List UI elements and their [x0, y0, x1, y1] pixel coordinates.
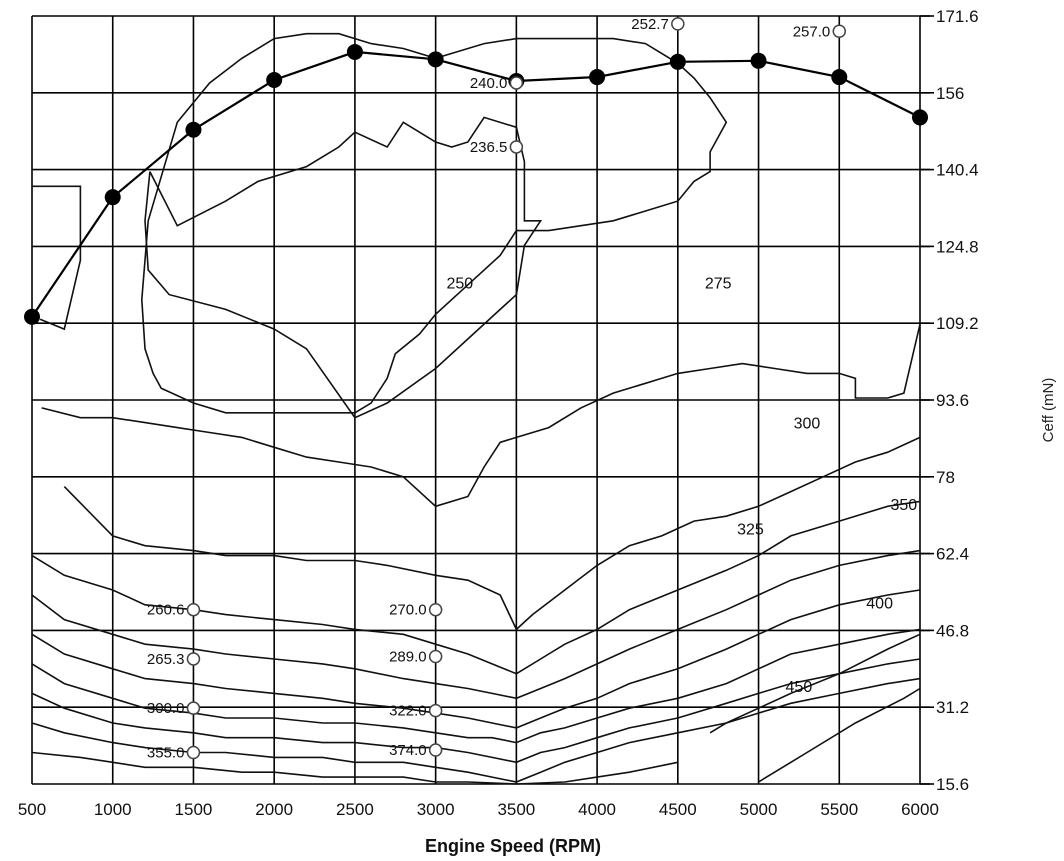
contour-value-label: 300: [794, 416, 821, 433]
y-tick-label: 78: [936, 468, 955, 487]
max-torque-point: [185, 121, 202, 138]
point-label: 300.0: [147, 700, 185, 717]
contour-line: [31, 589, 921, 729]
contour-line: [63, 436, 921, 631]
y-axis-ticks: 171.6 156 140.4 124.8 109.2 93.6 78 62.4 46.8 31.…: [920, 7, 979, 794]
contour-line: [31, 658, 921, 764]
contour-value-label: 350: [891, 497, 918, 514]
point-label: 289.0: [389, 648, 427, 665]
max-torque-point: [669, 53, 686, 70]
contour-line: [41, 324, 921, 508]
point-label: 252.7: [631, 16, 669, 33]
contour-line: [31, 549, 921, 700]
max-torque-point: [589, 69, 606, 86]
contour-line: [144, 116, 543, 419]
y-axis-title: Ceff (mN): [1040, 378, 1057, 443]
point-label: 236.5: [470, 139, 508, 156]
point-label: 270.0: [389, 602, 427, 619]
contour-value-label: 450: [786, 679, 813, 696]
max-torque-point: [427, 51, 444, 68]
max-torque-point: [24, 308, 40, 325]
point-label: 322.0: [389, 703, 427, 720]
contour-line: [32, 185, 82, 331]
point-label: 374.0: [389, 742, 427, 759]
contour-line: [758, 687, 921, 783]
contour-value-label: 250: [447, 275, 474, 292]
x-tick-label: 6000: [901, 800, 939, 819]
contour-value-label: 325: [737, 521, 764, 538]
y-tick-label: 171.6: [936, 7, 979, 26]
x-tick-label: 1000: [94, 800, 132, 819]
measured-point: [186, 602, 201, 617]
point-label: 257.0: [793, 23, 831, 40]
max-torque-point: [912, 109, 928, 126]
x-tick-label: 3500: [497, 800, 535, 819]
y-tick-label: 31.2: [936, 698, 969, 717]
measured-point: [428, 743, 443, 757]
point-label: 260.6: [147, 602, 185, 619]
measured-point: [509, 76, 524, 90]
y-tick-label: 93.6: [936, 391, 969, 410]
measured-point: [509, 140, 524, 154]
measured-point: [428, 649, 443, 664]
y-tick-label: 15.6: [936, 775, 969, 794]
contour-line: [31, 751, 678, 785]
y-tick-label: 156: [936, 84, 964, 103]
x-tick-label: 2500: [336, 800, 374, 819]
x-tick-label: 1500: [175, 800, 213, 819]
x-tick-label: 3000: [417, 800, 455, 819]
x-tick-label: 500: [18, 800, 46, 819]
x-tick-label: 4500: [659, 800, 697, 819]
contour-value-label: 400: [866, 595, 893, 612]
max-torque-point: [346, 43, 363, 60]
measured-point: [186, 701, 201, 715]
max-torque-curve: [24, 43, 928, 325]
contour-line: [709, 633, 921, 734]
measured-point: [671, 17, 685, 31]
max-torque-point: [266, 72, 283, 88]
y-tick-label: 124.8: [936, 237, 979, 256]
measured-point: [428, 602, 443, 617]
point-label: 355.0: [147, 744, 185, 761]
y-tick-label: 109.2: [936, 314, 979, 333]
contour-line: [140, 32, 728, 414]
x-axis-ticks: 500 1000 1500 2000 2500 3000 3500 4000 4500 5000 5…: [18, 800, 939, 819]
measured-point: [186, 652, 201, 666]
max-torque-point: [831, 69, 848, 86]
contour-value-label: 275: [705, 275, 732, 292]
contour-labels: 250 275 300 325 350 400 450: [447, 275, 918, 696]
y-tick-label: 46.8: [936, 621, 969, 640]
max-torque-line: [31, 50, 921, 318]
y-tick-label: 62.4: [936, 545, 969, 564]
x-tick-label: 2000: [255, 800, 293, 819]
measured-point: [186, 745, 201, 760]
x-tick-label: 4000: [578, 800, 616, 819]
x-tick-label: 5500: [820, 800, 858, 819]
x-tick-label: 5000: [740, 800, 778, 819]
point-labels: 260.6 265.3 300.0 355.0 270.0 289.0 322.0 374.0…: [147, 16, 847, 761]
y-tick-label: 140.4: [936, 161, 979, 180]
max-torque-point: [104, 189, 121, 206]
measured-point: [428, 703, 443, 718]
x-axis-title: Engine Speed (RPM): [425, 836, 601, 856]
point-label: 265.3: [147, 651, 185, 668]
measured-point: [832, 24, 847, 39]
max-torque-point: [750, 52, 767, 69]
point-label: 240.0: [470, 75, 508, 92]
